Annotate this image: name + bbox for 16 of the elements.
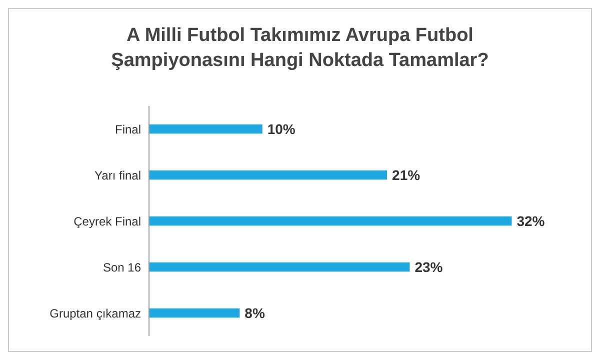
chart-title: A Milli Futbol Takımımız Avrupa Futbol Şampiyonasını Hangi Noktada Tamamlar?: [110, 24, 490, 73]
data-label: 32%: [516, 212, 546, 229]
y-tick-label: Çeyrek Final: [74, 214, 141, 228]
data-label: 8%: [244, 304, 266, 321]
y-tick-label: Final: [114, 122, 141, 136]
bar: [149, 262, 410, 272]
bar: [149, 308, 240, 318]
bar: [149, 170, 388, 180]
data-label: 21%: [392, 166, 421, 183]
data-label: 23%: [414, 258, 444, 275]
y-tick-label: Yarı final: [94, 168, 141, 182]
bar: [149, 124, 262, 134]
bar: [149, 216, 512, 226]
y-tick-label: Son 16: [102, 260, 142, 274]
y-tick-label: Gruptan çıkamaz: [50, 306, 141, 320]
data-label: 10%: [267, 120, 296, 137]
